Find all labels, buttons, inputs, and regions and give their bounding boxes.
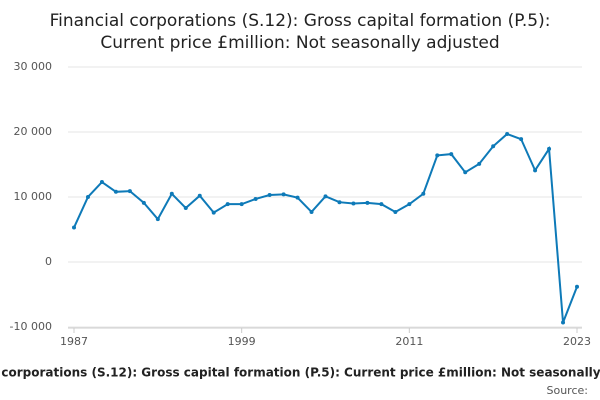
data-point: [365, 200, 370, 205]
data-point: [407, 202, 412, 207]
x-tick-label: 2011: [395, 335, 423, 348]
y-tick-label: 20 000: [14, 125, 53, 138]
data-point: [281, 192, 286, 197]
data-point: [253, 196, 258, 201]
data-point: [505, 131, 510, 136]
data-point: [197, 193, 202, 198]
data-point: [211, 210, 216, 215]
data-point: [99, 180, 104, 185]
data-point: [393, 209, 398, 214]
data-point: [141, 200, 146, 205]
data-point: [575, 284, 579, 289]
data-point: [295, 195, 300, 200]
chart-title: Financial corporations (S.12): Gross cap…: [50, 11, 551, 31]
data-point: [309, 209, 314, 214]
x-tick-label: 1987: [60, 335, 88, 348]
data-point: [533, 168, 538, 173]
y-tick-label: 10 000: [14, 190, 53, 203]
data-point: [239, 202, 244, 207]
data-point: [113, 189, 118, 194]
x-tick-label: 2023: [563, 335, 591, 348]
data-point: [85, 195, 90, 199]
legend-entry: Financial corporations (S.12): Gross cap…: [0, 366, 600, 380]
chart-title: Current price £million: Not seasonally a…: [100, 33, 499, 53]
data-point: [183, 206, 188, 211]
data-point: [491, 144, 496, 149]
data-point: [127, 189, 132, 194]
data-point: [323, 194, 328, 199]
data-point: [547, 146, 552, 151]
data-point: [225, 202, 230, 207]
y-tick-label: 30 000: [14, 60, 53, 73]
data-point: [421, 191, 426, 196]
data-point: [463, 170, 468, 175]
data-point: [169, 191, 174, 196]
y-tick-label: -10 000: [10, 320, 52, 333]
data-point: [155, 217, 160, 222]
series-line: [73, 132, 578, 323]
data-point: [267, 193, 272, 198]
data-point: [379, 202, 384, 207]
data-point: [449, 152, 454, 157]
x-tick-label: 1999: [228, 335, 256, 348]
data-point: [561, 320, 566, 325]
data-point: [435, 153, 440, 158]
data-point: [519, 137, 524, 142]
data-point: [477, 161, 482, 166]
data-point: [337, 200, 342, 205]
data-point: [351, 201, 356, 206]
source: Source:: [547, 384, 589, 397]
data-point: [72, 225, 76, 230]
y-tick-label: 0: [45, 255, 52, 268]
